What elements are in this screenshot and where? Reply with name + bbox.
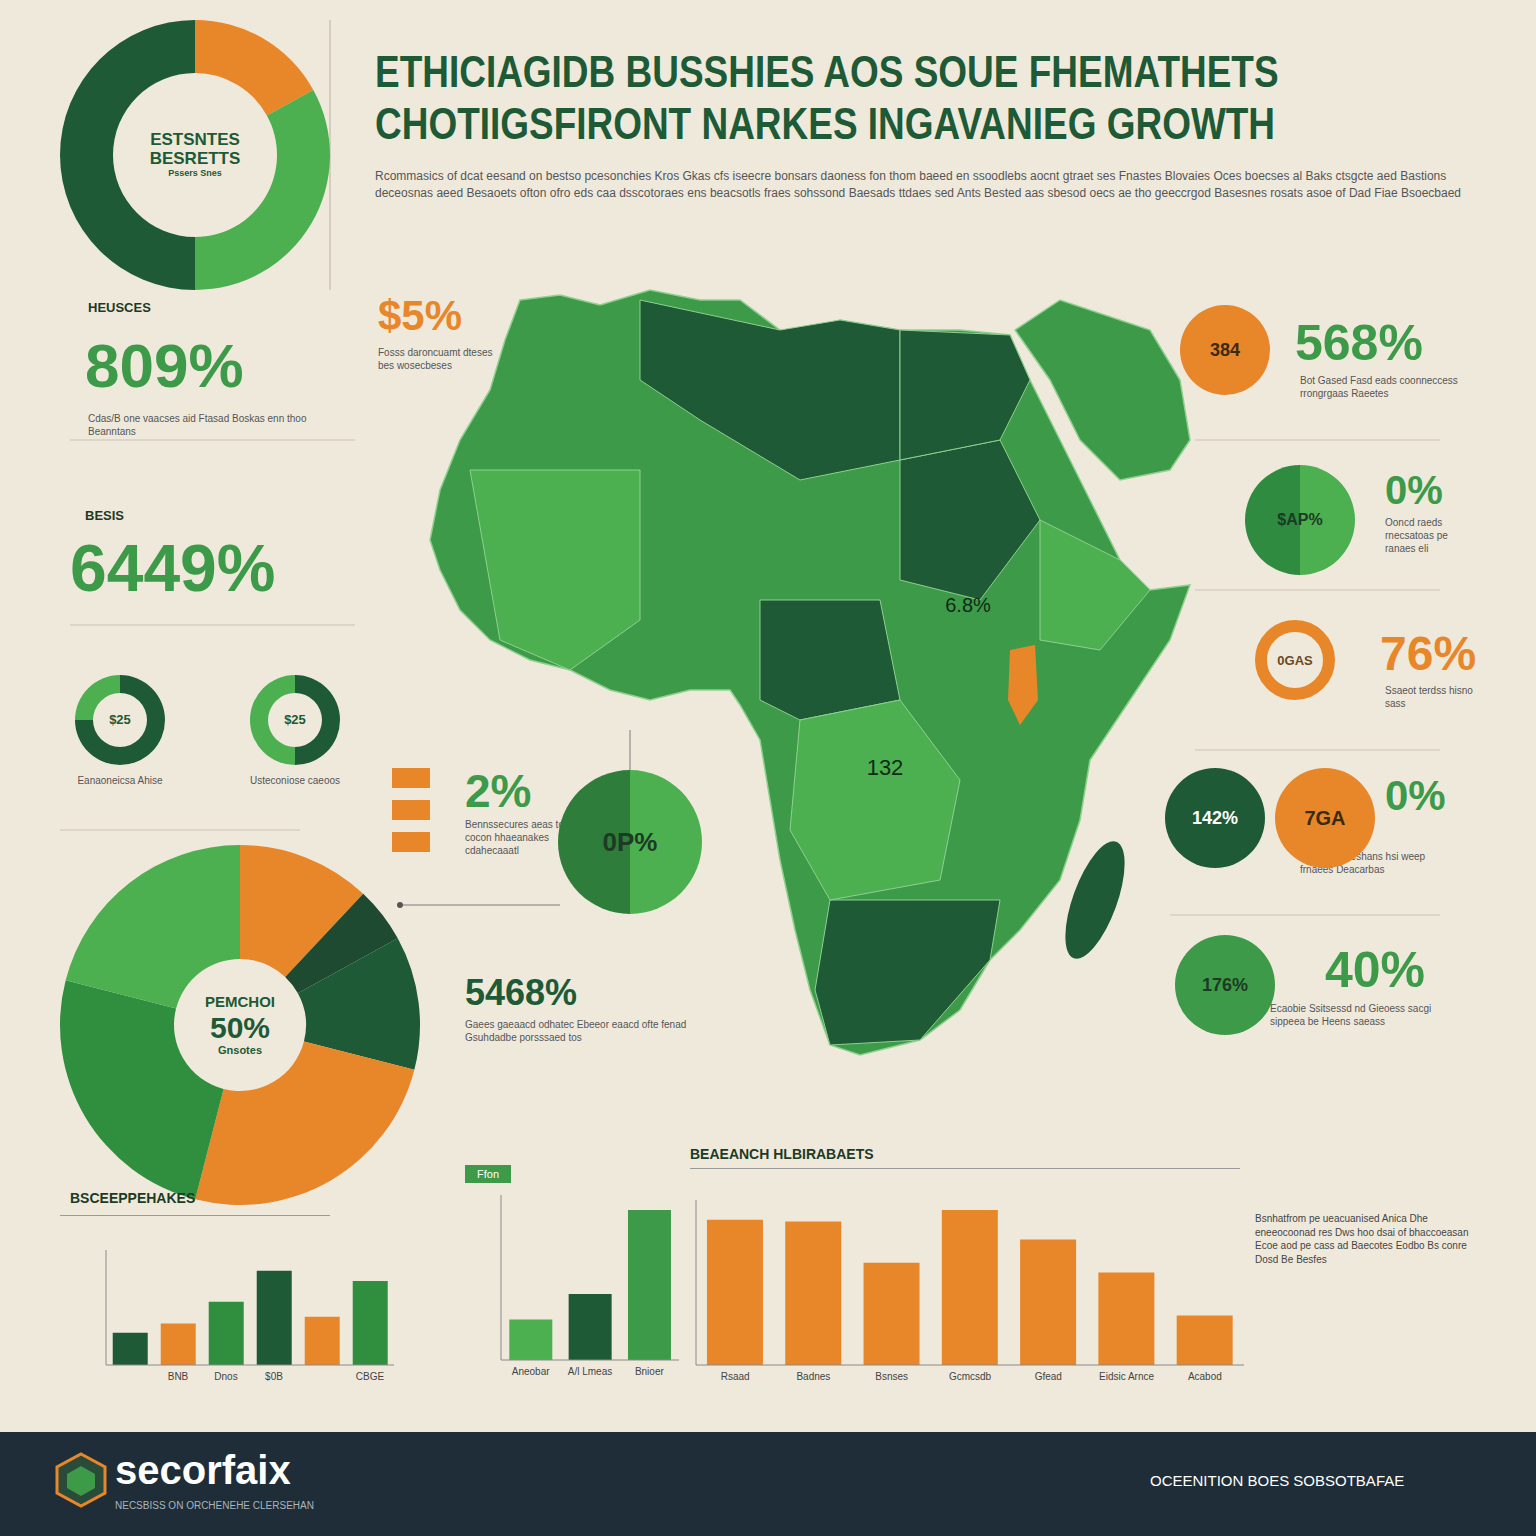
html-text:142%: 142%	[1192, 807, 1238, 828]
html-text:Dast gheseeshans hsi weep frna: Dast gheseeshans hsi weep frnaees Deacar…	[1300, 851, 1426, 875]
html-text:Pssers Snes: Pssers Snes	[168, 167, 222, 178]
html-text:secorfaix: secorfaix	[115, 1448, 291, 1492]
html-text:40%: 40%	[1325, 942, 1426, 998]
html-text:Ecaobie Ssitsessd nd Gieoess s: Ecaobie Ssitsessd nd Gieoess sacgi sippe…	[1270, 1003, 1432, 1027]
html-text:Ooncd raeds rnecsatoas pe rana: Ooncd raeds rnecsatoas pe ranaes eli	[1385, 517, 1448, 554]
html-text:CHOTIIGSFIRONT NARKES INGAVANI: CHOTIIGSFIRONT NARKES INGAVANIEG GROWTH	[375, 99, 1275, 148]
html-text:7GA: 7GA	[1304, 806, 1346, 829]
html-text:PEMCHOI: PEMCHOI	[205, 993, 275, 1011]
html-text:Ffon: Ffon	[477, 1168, 499, 1180]
html-text:568%: 568%	[1295, 315, 1423, 371]
html-text:Bsnhatfrom pe ueacuanised Anic: Bsnhatfrom pe ueacuanised Anica Dhe enee…	[1255, 1213, 1469, 1265]
svg-text:A/l Lmeas: A/l Lmeas	[568, 1366, 612, 1377]
html-text:Fosss daroncuamt dteses bes wo: Fosss daroncuamt dteses bes wosecbeses	[378, 347, 493, 371]
html-text:6449%: 6449%	[70, 531, 276, 605]
svg-text:Rsaad: Rsaad	[721, 1371, 750, 1382]
html-text:176%: 176%	[1202, 974, 1248, 995]
svg-text:$0B: $0B	[265, 1371, 283, 1382]
html-text:BESRETTS: BESRETTS	[149, 149, 241, 168]
svg-text:Acabod: Acabod	[1188, 1371, 1222, 1382]
html-text:OCEENITION BOES SOBSOTBAFAE: OCEENITION BOES SOBSOTBAFAE	[1150, 1472, 1405, 1489]
html-text:ETHICIAGIDB BUSSHIES AOS SOUE: ETHICIAGIDB BUSSHIES AOS SOUE FHEMATHETS	[375, 47, 1279, 96]
svg-text:6.8%: 6.8%	[945, 594, 991, 616]
html-text:Eanaoneicsa Ahise: Eanaoneicsa Ahise	[77, 775, 163, 786]
html-text:$25: $25	[284, 711, 306, 727]
html-text:$25: $25	[109, 711, 131, 727]
html-text:NECSBISS ON ORCHENEHE CLERSEHA: NECSBISS ON ORCHENEHE CLERSEHAN	[115, 1500, 314, 1511]
html-text:0%: 0%	[1385, 468, 1443, 512]
html-text:Ssaeot terdss hisno sass: Ssaeot terdss hisno sass	[1385, 685, 1473, 709]
html-text:809%: 809%	[85, 331, 244, 400]
html-text:76%: 76%	[1380, 627, 1477, 680]
html-text:5468%: 5468%	[465, 972, 578, 1013]
html-text:384: 384	[1210, 339, 1240, 360]
html-text:Rcommasics of dcat eesand on b: Rcommasics of dcat eesand on bestso pces…	[375, 169, 1461, 200]
html-text:Bot Gased Fasd eads coonnecces: Bot Gased Fasd eads coonneccess rrongrga…	[1300, 375, 1458, 399]
html-text:0P%: 0P%	[602, 826, 658, 857]
html-text:BSCEEPPEHAKES: BSCEEPPEHAKES	[70, 1190, 196, 1206]
html-text:50%: 50%	[210, 1010, 270, 1044]
svg-text:Bnioer: Bnioer	[635, 1366, 665, 1377]
svg-text:CBGE: CBGE	[356, 1371, 385, 1382]
html-text:HEUSCES: HEUSCES	[88, 300, 151, 315]
html-text:$5%: $5%	[378, 292, 463, 339]
html-text:$AP%: $AP%	[1277, 511, 1323, 528]
html-text:0%: 0%	[1385, 772, 1446, 819]
html-text:Gaees gaeaacd odhatec Ebeeor e: Gaees gaeaacd odhatec Ebeeor eaacd ofte …	[465, 1019, 687, 1043]
html-text:ESTSNTES: ESTSNTES	[150, 130, 240, 150]
html-text:BEAEANCH HLBIRABAETS: BEAEANCH HLBIRABAETS	[690, 1146, 874, 1162]
html-text:Usteconiose caeoos: Usteconiose caeoos	[250, 775, 340, 786]
html-text:BESIS: BESIS	[85, 508, 124, 523]
svg-text:Gcmcsdb: Gcmcsdb	[949, 1371, 992, 1382]
svg-text:Gfead: Gfead	[1035, 1371, 1062, 1382]
svg-text:BNB: BNB	[168, 1371, 189, 1382]
html-text:Cdas/B one vaacses aid Ftasad: Cdas/B one vaacses aid Ftasad Boskas enn…	[88, 413, 307, 437]
svg-text:Badnes: Badnes	[796, 1371, 830, 1382]
svg-text:132: 132	[867, 755, 904, 780]
svg-text:Eidsic Arnce: Eidsic Arnce	[1099, 1371, 1154, 1382]
html-text:Bennssecures aeas to cocon hha: Bennssecures aeas to cocon hhaeanakes cd…	[465, 819, 564, 856]
html-text:Gnsotes: Gnsotes	[218, 1043, 262, 1056]
svg-text:Bsnses: Bsnses	[875, 1371, 908, 1382]
html-text:0GAS: 0GAS	[1277, 652, 1313, 668]
svg-text:Dnos: Dnos	[214, 1371, 237, 1382]
svg-text:Aneobar: Aneobar	[512, 1366, 550, 1377]
html-text:2%: 2%	[465, 765, 532, 817]
